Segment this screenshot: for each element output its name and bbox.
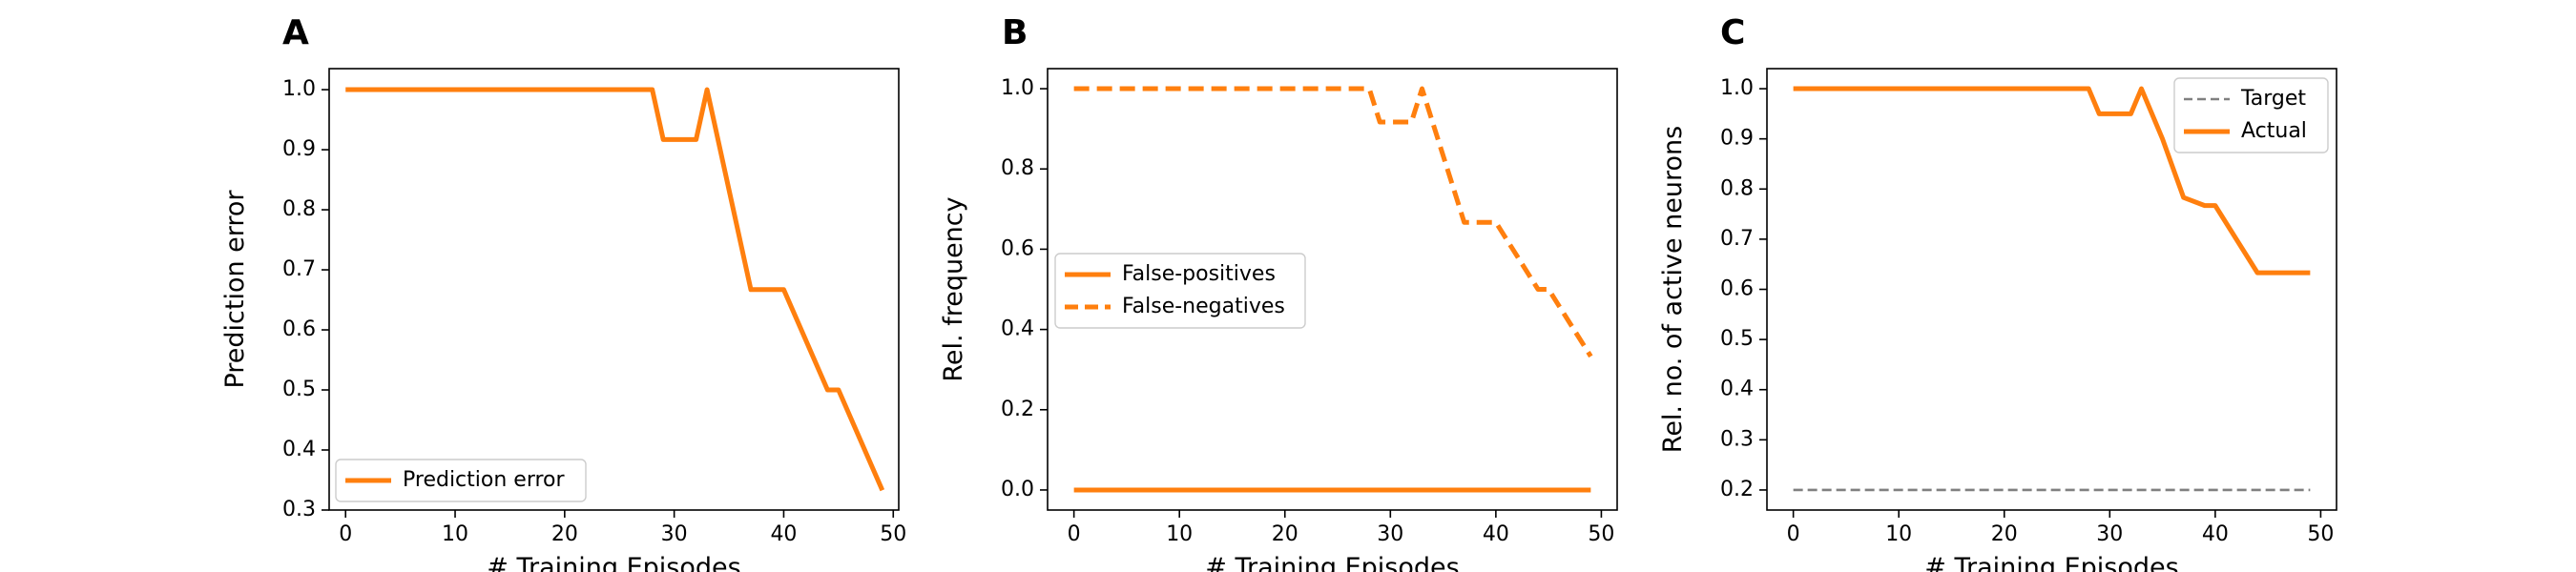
y-tick-label: 1.0	[282, 77, 316, 101]
axes-frame	[1047, 68, 1618, 511]
y-tick-label: 0.4	[282, 438, 316, 461]
series-line-1	[1793, 86, 2311, 276]
series-line-0	[345, 87, 885, 492]
x-tick-label: 50	[2307, 522, 2334, 546]
x-tick-label: 50	[880, 522, 906, 546]
y-tick-label: 1.0	[1720, 76, 1754, 100]
y-tick-label: 0.3	[282, 498, 316, 521]
y-axis-label: Rel. no. of active neurons	[1658, 126, 1688, 453]
legend-entry-label: False-negatives	[1122, 295, 1285, 318]
legend-entry-label: False-positives	[1122, 262, 1276, 286]
x-tick-label: 40	[1483, 522, 1509, 546]
y-tick-label: 0.6	[1720, 277, 1754, 301]
axes-frame	[328, 68, 900, 511]
panel-letter: B	[1002, 13, 1028, 52]
panel-b: B 0 10 20 30 40 50 0.0 0.2 0.4 0.6 0.8 1.0 # Training…	[939, 13, 1618, 572]
y-tick-label: 0.8	[1720, 176, 1754, 200]
y-tick-label: 0.3	[1720, 427, 1754, 451]
x-tick-label: 30	[1377, 522, 1403, 546]
x-tick-label: 30	[2096, 522, 2123, 546]
y-tick-label: 1.0	[1001, 76, 1034, 100]
y-tick-label: 0.2	[1720, 478, 1754, 501]
legend-box	[1054, 253, 1306, 329]
y-tick-label: 0.9	[282, 137, 316, 161]
x-tick-label: 0	[1068, 522, 1081, 546]
x-tick-label: 30	[661, 522, 688, 546]
y-tick-label: 0.9	[1720, 127, 1754, 151]
y-axis-label: Prediction error	[220, 190, 250, 389]
x-tick-label: 20	[1272, 522, 1298, 546]
x-axis-label: # Training Episodes	[1924, 553, 2178, 572]
y-tick-label: 0.4	[1720, 378, 1754, 401]
y-tick-label: 0.7	[282, 257, 316, 281]
y-tick-label: 0.8	[1001, 156, 1034, 180]
x-tick-label: 0	[339, 522, 352, 546]
x-tick-label: 0	[1787, 522, 1800, 546]
y-tick-label: 0.4	[1001, 317, 1034, 341]
x-tick-label: 20	[551, 522, 578, 546]
panel-letter: C	[1720, 13, 1745, 52]
y-tick-label: 0.8	[282, 197, 316, 221]
y-tick-label: 0.6	[1001, 236, 1034, 260]
y-tick-label: 0.5	[282, 378, 316, 401]
x-axis-label: # Training Episodes	[1205, 553, 1459, 572]
legend-box	[335, 459, 587, 502]
legend-entry-label: Target	[2240, 87, 2306, 111]
legend: False-positives False-negatives	[1054, 253, 1306, 329]
y-axis-label: Rel. frequency	[939, 196, 968, 381]
legend-entry-label: Actual	[2241, 119, 2307, 143]
panel-a: A 0 10 20 30 40 50 0.3 0.4 0.5 0.6 0.7 0.8 0.9 1.0 # Tr…	[220, 13, 906, 572]
x-axis-label: # Training Episodes	[487, 553, 740, 572]
x-tick-label: 10	[1166, 522, 1193, 546]
panel-c: C 0 10 20 30 40 50 0.2 0.3 0.4 0.5 0.6 0.7 0.8 0.9 1.0 #…	[1658, 13, 2337, 572]
y-tick-label: 0.7	[1720, 227, 1754, 251]
x-tick-label: 10	[1885, 522, 1912, 546]
x-tick-label: 50	[1588, 522, 1614, 546]
x-tick-label: 40	[770, 522, 797, 546]
x-tick-label: 40	[2202, 522, 2229, 546]
x-tick-label: 10	[442, 522, 468, 546]
series-line-1	[1073, 86, 1593, 358]
panel-letter: A	[282, 13, 309, 52]
y-tick-label: 0.6	[282, 317, 316, 341]
legend: Prediction error	[335, 459, 587, 502]
y-tick-label: 0.2	[1001, 398, 1034, 421]
x-tick-label: 20	[1991, 522, 2018, 546]
y-tick-label: 0.5	[1720, 327, 1754, 351]
y-tick-label: 0.0	[1001, 478, 1034, 501]
legend-entry-label: Prediction error	[403, 468, 565, 492]
legend: Target Actual	[2173, 77, 2329, 153]
